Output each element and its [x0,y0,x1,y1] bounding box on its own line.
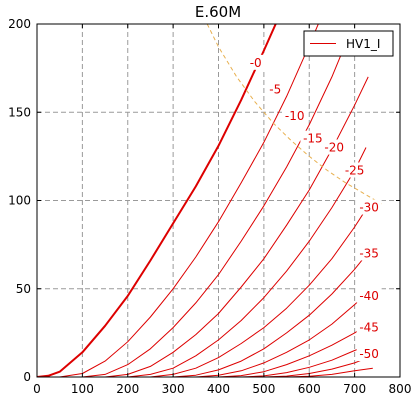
x-tick-label: 400 [207,382,230,396]
dissipation-group [206,24,383,205]
curve-label-bg [356,287,382,303]
curve-label: -25 [345,163,365,177]
curve-label: -5 [269,82,281,96]
y-tick-label: 150 [8,105,31,119]
y-tick-label: 100 [8,194,31,208]
x-tick-label: 700 [343,382,366,396]
y-tick-label: 200 [8,17,31,31]
curve-label-bg [246,54,265,70]
curve-label: -50 [359,347,379,361]
curve-label-bg [300,130,326,146]
curve-label-bg [342,162,368,178]
curve-label: -15 [303,132,323,146]
series-line--20 [127,147,367,377]
dissipation-limit-line [206,24,383,205]
series-line--50 [263,359,362,377]
chart-title: E.60M [195,3,241,21]
curve-label-bg [356,319,382,335]
curve-label: -45 [359,321,379,335]
series-line--35 [195,293,367,377]
x-tick-label: 0 [33,382,41,396]
series-line--15 [105,76,369,377]
y-tick-label: 50 [16,282,31,296]
curve-label-bg [356,199,382,215]
legend-label: HV1_I [346,37,380,51]
curve-label-bg [356,245,382,261]
curve-label: -10 [285,109,305,123]
legend: HV1_I [303,30,394,57]
curve-label-bg [282,107,308,123]
curve-label: -30 [359,201,379,215]
series-line--0 [37,24,277,377]
curve-label: -20 [324,141,344,155]
x-tick-label: 500 [252,382,275,396]
curve-label-bg [266,81,285,97]
curve-labels: -0 -5 -10 -15-20-25 -30 -35 -40 -45 -50 [246,54,382,362]
series-line--40 [218,325,367,377]
series-line--10 [82,32,351,377]
curve-label: -40 [359,289,379,303]
x-tick-label: 100 [71,382,94,396]
curve-group [37,24,373,377]
curve-label: -0 [250,56,262,70]
axis-ticks: 0 100 200 300 400 500 600 700 800 0 50 100 150 200 [8,17,411,396]
curve-label: -35 [359,246,379,260]
grid-lines [37,24,400,377]
x-tick-label: 600 [298,382,321,396]
x-tick-label: 300 [162,382,185,396]
y-tick-label: 0 [23,370,31,384]
series-line--25 [150,209,367,377]
series-line--30 [173,254,367,377]
series-line--5 [59,24,319,377]
curve-label-bg [356,346,382,362]
curve-label-bg [321,139,347,155]
x-tick-label: 200 [116,382,139,396]
x-tick-label: 800 [389,382,412,396]
